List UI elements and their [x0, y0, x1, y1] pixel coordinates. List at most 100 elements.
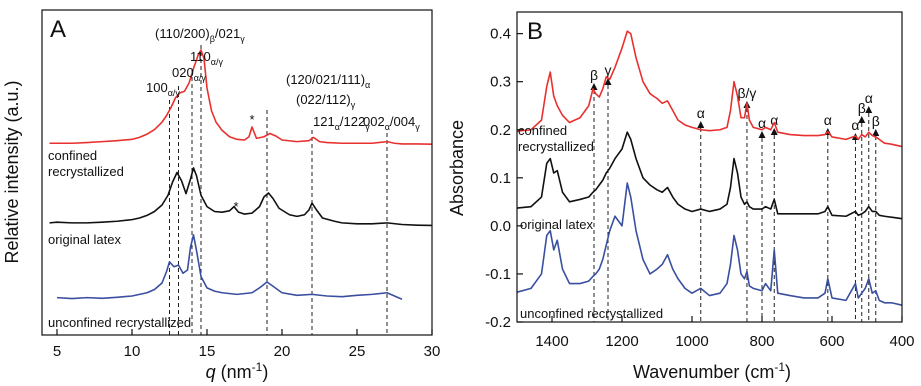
text-part: (120/021/111)	[286, 72, 365, 87]
x-tick-label: 25	[349, 343, 366, 360]
band-label: β/γ	[737, 85, 756, 101]
peak-annotation: 110α/γ	[190, 49, 223, 67]
x-tick-label: 600	[819, 333, 844, 350]
text-part: )	[785, 362, 791, 382]
text-part: (110/200)	[155, 26, 210, 41]
y-tick-label: -0.2	[485, 314, 511, 331]
label-arrow	[770, 128, 778, 135]
text-part: (nm	[216, 362, 252, 382]
x-tick-label: 1400	[535, 333, 568, 350]
x-tick-label: 20	[274, 343, 291, 360]
text-part: 020	[172, 65, 194, 80]
band-label: α	[770, 112, 778, 128]
band-label: γ	[605, 62, 612, 78]
text-part: -1	[774, 360, 785, 374]
peak-annotation: (120/021/111)α	[286, 72, 370, 90]
y-axis-title: Relative intensity (a.u.)	[2, 80, 22, 263]
text-part: *	[233, 199, 238, 214]
text-part: )	[262, 362, 268, 382]
y-tick-label: 0.2	[490, 122, 511, 139]
text-part: -1	[252, 360, 263, 374]
peak-annotation: (022/112)γ	[296, 92, 356, 110]
text-part: γ	[351, 100, 356, 110]
series-label: unconfined recrystallized	[48, 315, 191, 330]
y-tick-label: 0.0	[490, 218, 511, 235]
x-tick-label: 800	[749, 333, 774, 350]
panel-label: B	[527, 18, 543, 45]
band-label: β	[858, 100, 866, 116]
band-label: β	[872, 113, 880, 129]
y-tick-label: -0.1	[485, 266, 511, 283]
label-arrow	[697, 121, 705, 128]
x-tick-label: 1000	[675, 333, 708, 350]
x-axis-title: Wavenumber (cm-1)	[633, 360, 791, 382]
text-part: 002	[363, 114, 385, 129]
text-part: /021	[215, 26, 240, 41]
plot-frame	[516, 11, 903, 323]
text-part: q	[206, 362, 216, 382]
spectrum-line	[516, 30, 903, 148]
text-part: γ	[365, 122, 370, 132]
text-part: α/γ	[168, 88, 181, 98]
series-label-line: recrystallized	[48, 164, 124, 179]
peak-annotation: 121α/122γ	[313, 114, 370, 132]
label-arrow	[604, 78, 612, 85]
x-tick-label: 400	[889, 333, 914, 350]
series-label-line: recrystallized	[518, 139, 594, 154]
text-part: /122	[340, 114, 365, 129]
series-label: confined recrystallized	[518, 123, 594, 154]
band-label: α	[865, 90, 873, 106]
y-tick-label: 0.4	[490, 26, 511, 43]
spectrum-line	[56, 234, 403, 300]
x-tick-label: 1200	[605, 333, 638, 350]
band-label: α	[851, 117, 859, 133]
y-tick-label: 0.3	[490, 74, 511, 91]
x-tick-label: 10	[124, 343, 141, 360]
band-label: α	[697, 105, 705, 121]
peak-annotation: 002α/004γ	[363, 114, 420, 132]
x-axis-title: q (nm-1)	[206, 360, 269, 382]
peak-annotation: 100α/γ	[146, 80, 180, 98]
spectrum-line	[49, 49, 433, 146]
text-part: α/γ	[194, 73, 207, 83]
label-arrow	[872, 129, 880, 136]
band-label: β	[590, 67, 598, 83]
plot-frame	[41, 9, 433, 336]
series-label-line: confined	[518, 123, 571, 138]
text-part: Wavenumber (cm	[633, 362, 774, 382]
y-axis-title: Absorbance	[447, 120, 467, 216]
text-part: (022/112)	[296, 92, 351, 107]
text-part: α	[385, 122, 390, 132]
panel-label: A	[50, 16, 66, 43]
peak-annotation: *	[249, 112, 254, 127]
series-label: original latex	[48, 232, 121, 247]
y-tick-label: 0.1	[490, 170, 511, 187]
band-label: α	[824, 112, 832, 128]
band-label: α	[758, 115, 766, 131]
series-label-line: confined	[48, 148, 101, 163]
text-part: β	[210, 34, 215, 44]
text-part: *	[249, 112, 254, 127]
peak-annotation: *	[233, 199, 238, 214]
spectrum-line	[49, 167, 433, 227]
label-arrow	[865, 106, 873, 113]
text-part: α	[365, 80, 370, 90]
text-part: γ	[240, 34, 245, 44]
text-part: 110	[190, 49, 211, 64]
peak-annotation: (110/200)β/021γ	[155, 26, 245, 44]
text-part: γ	[415, 122, 420, 132]
series-label: confined recrystallized	[48, 148, 124, 179]
text-part: α/γ	[211, 57, 224, 67]
text-part: 100	[146, 80, 168, 95]
spectrum-line	[516, 182, 903, 306]
spectrum-line	[516, 131, 903, 220]
text-part: 121	[313, 114, 335, 129]
text-part: /004	[390, 114, 415, 129]
series-label: unconfined recrystallized	[520, 306, 663, 321]
peak-annotation: 020α/γ	[172, 65, 206, 83]
label-arrow	[758, 131, 766, 138]
x-tick-label: 5	[53, 343, 61, 360]
series-label: original latex	[520, 217, 593, 232]
